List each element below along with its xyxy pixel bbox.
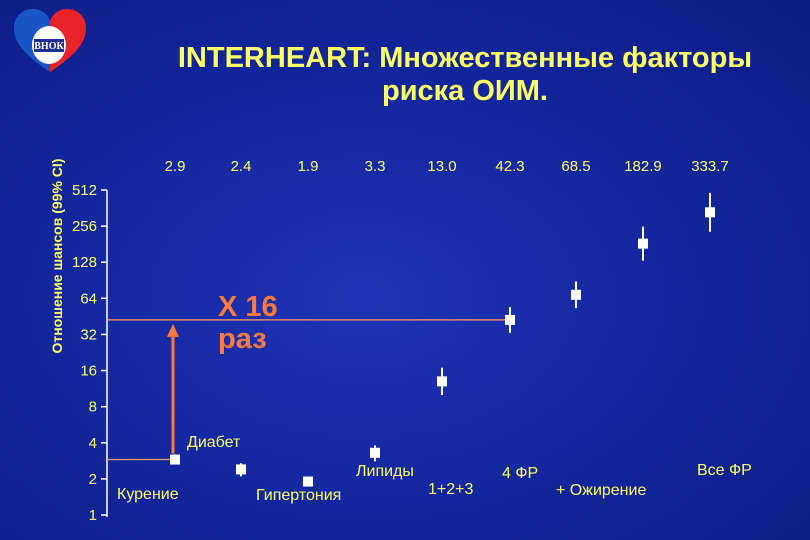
vnok-logo: ВНОК [14,9,86,72]
label-diabetes: Диабет [187,434,241,451]
y-tick-label: 2 [89,471,97,488]
or-value-label: 68.5 [561,158,590,175]
label-hypertension: Гипертония [256,487,342,504]
or-value-label: 3.3 [365,158,386,175]
fold-change-label: X 16 раз [218,291,278,355]
y-tick-label: 8 [89,399,97,416]
data-point [303,476,313,487]
data-point [705,207,715,218]
data-point [437,376,447,387]
y-tick-label: 4 [89,435,97,452]
label-4-factors: 4 ФР [502,465,539,482]
data-point [370,447,380,458]
y-axis-label: Отношение шансов (99% CI) [49,159,65,354]
fold-change-arrow-head [167,323,179,337]
fold-change-line-2: раз [218,323,267,355]
y-tick-label: 512 [72,182,97,199]
title-line-2: риска ОИМ. [382,75,548,107]
data-point [170,454,180,465]
y-tick-label: 256 [72,218,97,235]
y-tick-label: 128 [72,254,97,271]
data-point [236,464,246,475]
page-title: INTERHEART: Множественные факторы риска … [120,42,810,108]
or-value-label: 1.9 [298,158,319,175]
label-lipids: Липиды [356,463,414,480]
or-value-label: 42.3 [495,158,524,175]
data-point [638,238,648,249]
label-all-factors: Все ФР [697,462,752,479]
data-point [505,314,515,325]
y-tick-label: 64 [80,290,97,307]
data-point [571,289,581,300]
label-combo-123: 1+2+3 [428,481,474,498]
y-tick-label: 16 [80,363,97,380]
or-value-label: 182.9 [624,158,662,175]
fold-change-line-1: X 16 [218,291,278,323]
or-value-label: 2.4 [231,158,252,175]
or-value-label: 2.9 [165,158,186,175]
logo-text: ВНОК [34,41,64,52]
or-value-label: 333.7 [691,158,729,175]
y-tick-label: 32 [80,326,97,343]
label-smoking: Курение [117,486,179,503]
label-obesity: + Ожирение [556,482,647,499]
title-line-1: INTERHEART: Множественные факторы [177,42,753,74]
or-value-label: 13.0 [427,158,456,175]
y-tick-label: 1 [89,507,97,524]
